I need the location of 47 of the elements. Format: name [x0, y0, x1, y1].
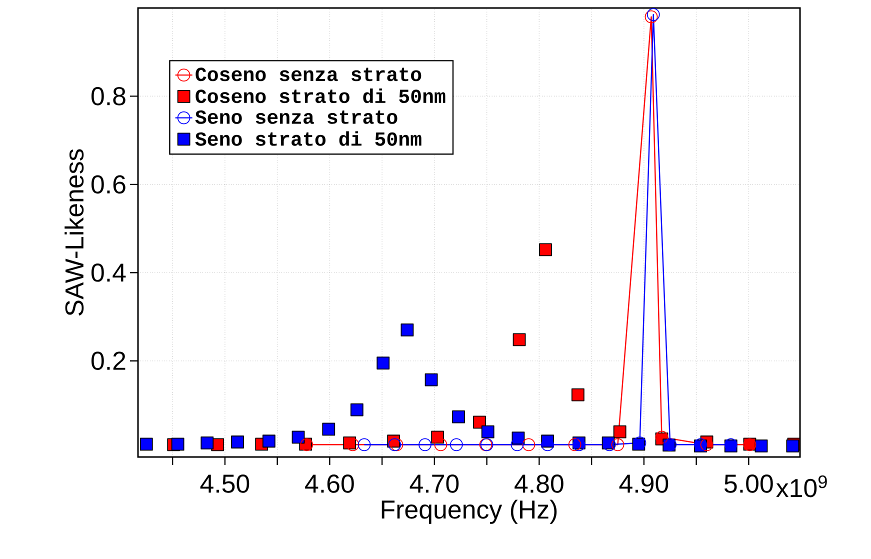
- point: [231, 436, 244, 448]
- text: x10$^{9}$: [776, 475, 827, 498]
- point: [539, 243, 552, 256]
- point: [571, 388, 584, 402]
- point: [481, 425, 494, 438]
- point: [346, 438, 360, 452]
- y-axis-title: SAW-Likeness: [64, 149, 84, 316]
- x-tick-label: 4.80: [514, 474, 564, 493]
- point: [568, 438, 582, 452]
- legend-label: Coseno strato di 50nm: [196, 88, 446, 104]
- legend-label: Seno senza strato: [195, 110, 398, 124]
- x-axis-title: Frequency (Hz): [382, 500, 557, 524]
- point: [512, 333, 526, 346]
- point: [450, 438, 463, 452]
- x-tick-label: 4.60: [305, 474, 354, 493]
- y-tick-label: 0.6: [91, 175, 126, 194]
- x-tick-label: 4.50: [200, 474, 250, 493]
- point: [434, 438, 448, 452]
- point: [700, 438, 714, 452]
- y-tick-label: 0.8: [91, 87, 126, 106]
- point: [262, 434, 276, 448]
- point: [418, 438, 432, 452]
- point: [322, 422, 336, 436]
- point: [473, 416, 486, 429]
- legend-label: Coseno senza strato: [196, 68, 422, 82]
- point: [292, 430, 305, 444]
- point: [171, 438, 184, 451]
- x-tick-label: 5.00: [724, 474, 773, 493]
- point: [200, 436, 214, 450]
- point: [510, 438, 524, 452]
- x-tick-label: 4.70: [410, 474, 459, 493]
- point: [376, 356, 390, 370]
- y-tick-label: 0.2: [91, 352, 126, 370]
- point: [452, 410, 465, 424]
- legend-label: Seno strato di 50nm: [195, 131, 422, 146]
- y-tick-label: 0.4: [91, 263, 126, 282]
- point: [140, 438, 153, 451]
- point: [431, 430, 444, 444]
- point: [358, 438, 371, 452]
- point: [611, 438, 624, 452]
- point: [400, 324, 414, 336]
- point: [424, 373, 438, 386]
- point: [522, 438, 536, 452]
- point: [613, 425, 626, 438]
- point: [754, 440, 768, 452]
- x-tick-label: 4.90: [619, 474, 668, 493]
- point: [350, 403, 364, 416]
